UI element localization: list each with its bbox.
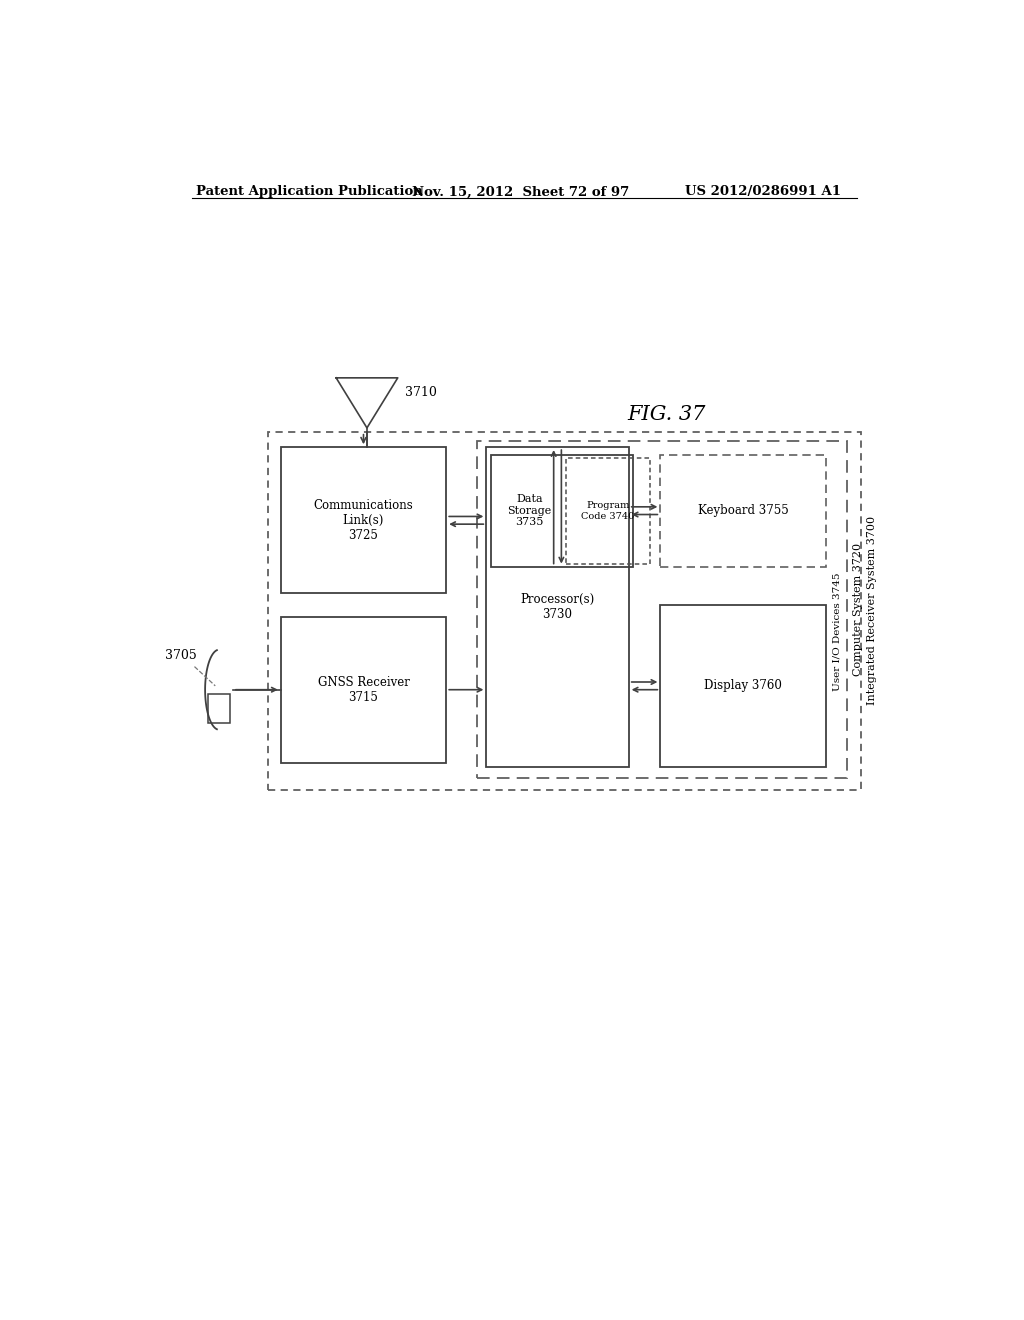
Text: Processor(s)
3730: Processor(s) 3730 (520, 593, 595, 620)
Text: Integrated Receiver System 3700: Integrated Receiver System 3700 (866, 516, 877, 705)
Text: Computer System 3720: Computer System 3720 (853, 543, 863, 676)
Bar (477, 441, 847, 779)
Text: 3710: 3710 (406, 385, 437, 399)
Bar (281, 447, 446, 594)
Bar (660, 455, 826, 566)
Bar (490, 455, 634, 566)
Text: US 2012/0286991 A1: US 2012/0286991 A1 (685, 185, 841, 198)
Text: Patent Application Publication: Patent Application Publication (196, 185, 423, 198)
Bar (281, 616, 446, 763)
Text: Nov. 15, 2012  Sheet 72 of 97: Nov. 15, 2012 Sheet 72 of 97 (412, 185, 629, 198)
Text: Data
Storage
3735: Data Storage 3735 (507, 494, 552, 527)
Text: Keyboard 3755: Keyboard 3755 (697, 504, 788, 517)
Text: GNSS Receiver
3715: GNSS Receiver 3715 (317, 676, 410, 704)
Text: FIG. 37: FIG. 37 (628, 405, 706, 424)
Text: Display 3760: Display 3760 (705, 680, 782, 693)
Bar (565, 458, 650, 564)
Text: Program
Code 3740: Program Code 3740 (582, 502, 635, 521)
Bar (208, 693, 230, 723)
Bar (660, 605, 826, 767)
Text: Communications
Link(s)
3725: Communications Link(s) 3725 (313, 499, 414, 541)
Text: 3705: 3705 (165, 648, 197, 661)
Bar (486, 447, 629, 767)
Bar (267, 432, 860, 789)
Text: User I/O Devices 3745: User I/O Devices 3745 (833, 573, 841, 692)
